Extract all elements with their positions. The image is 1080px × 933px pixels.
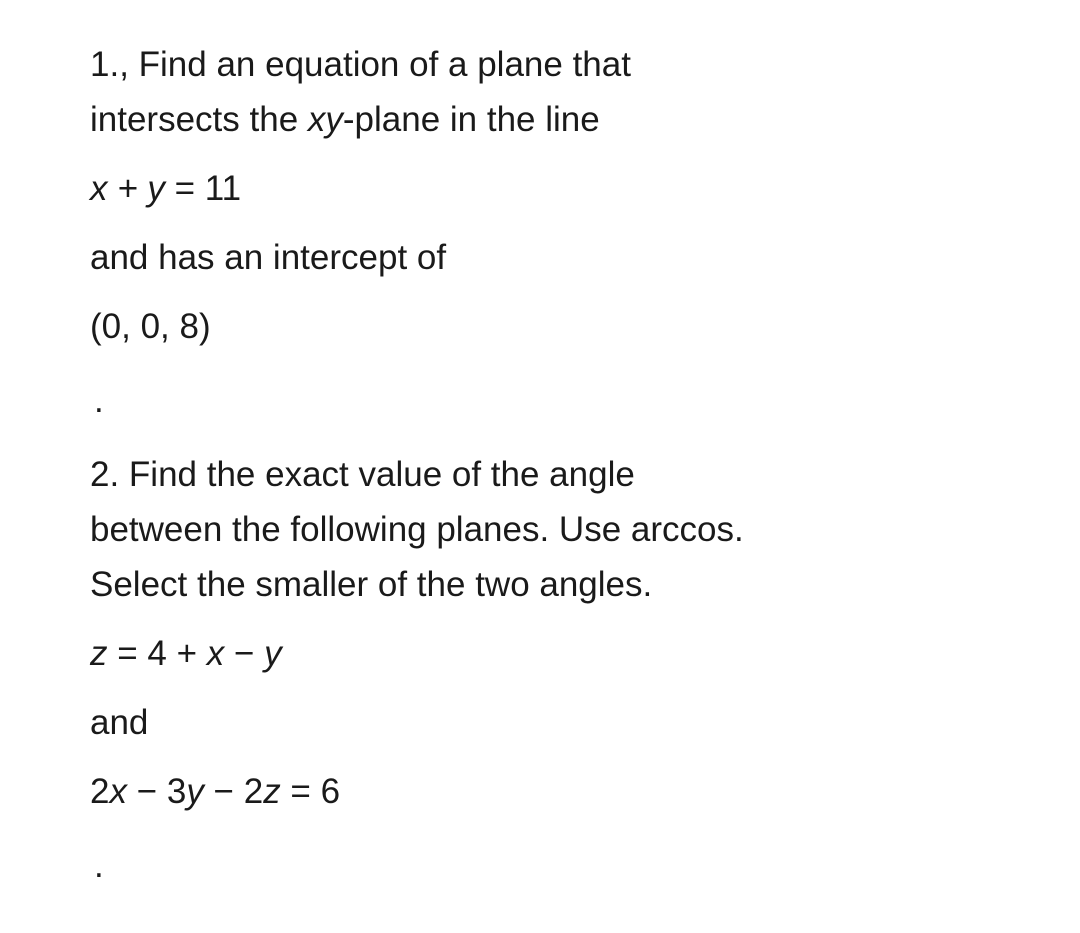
math-text: − xyxy=(224,634,264,673)
problem-1-line-1: 1., Find an equation of a plane that xyxy=(90,40,990,89)
problem-1: 1., Find an equation of a plane that int… xyxy=(90,40,990,425)
math-text: − 2 xyxy=(204,772,263,811)
math-var-z: z xyxy=(263,772,281,811)
math-var: x + y xyxy=(90,169,165,208)
math-var-x: x xyxy=(109,772,127,811)
math-text: 2 xyxy=(90,772,109,811)
problem-1-point: (0, 0, 8) xyxy=(90,302,990,351)
text: between the following planes. Use arccos… xyxy=(90,510,744,549)
problem-2-equation-2: 2x − 3y − 2z = 6 xyxy=(90,767,990,816)
dot: . xyxy=(94,381,104,420)
math-var-y: y xyxy=(186,772,204,811)
problem-2-and: and xyxy=(90,698,990,747)
problem-2-line-2: between the following planes. Use arccos… xyxy=(90,505,990,554)
problem-2-line-3: Select the smaller of the two angles. xyxy=(90,560,990,609)
math-var-z: z xyxy=(90,634,108,673)
problem-1-line-3: and has an intercept of xyxy=(90,233,990,282)
problem-1-equation: x + y = 11 xyxy=(90,164,990,213)
italic-xy: xy xyxy=(308,100,343,139)
math-var-x: x xyxy=(207,634,225,673)
math-text: = 6 xyxy=(281,772,340,811)
text: and xyxy=(90,703,148,742)
text: 1., Find an equation of a plane that xyxy=(90,45,631,84)
separator-dot: . xyxy=(90,376,990,425)
problem-1-line-2: intersects the xy-plane in the line xyxy=(90,95,990,144)
text: and has an intercept of xyxy=(90,238,446,277)
text: 2. Find the exact value of the angle xyxy=(90,455,635,494)
math-var-y: y xyxy=(264,634,282,673)
text: Select the smaller of the two angles. xyxy=(90,565,652,604)
separator-dot: . xyxy=(90,841,990,890)
text: intersects the xyxy=(90,100,308,139)
point-text: (0, 0, 8) xyxy=(90,307,211,346)
problem-2-equation-1: z = 4 + x − y xyxy=(90,629,990,678)
problem-2-line-1: 2. Find the exact value of the angle xyxy=(90,450,990,499)
problem-2: 2. Find the exact value of the angle bet… xyxy=(90,450,990,890)
text: -plane in the line xyxy=(343,100,600,139)
math-text: − 3 xyxy=(127,772,186,811)
dot: . xyxy=(94,846,104,885)
math-rest: = 11 xyxy=(165,169,241,208)
math-text: = 4 + xyxy=(108,634,207,673)
